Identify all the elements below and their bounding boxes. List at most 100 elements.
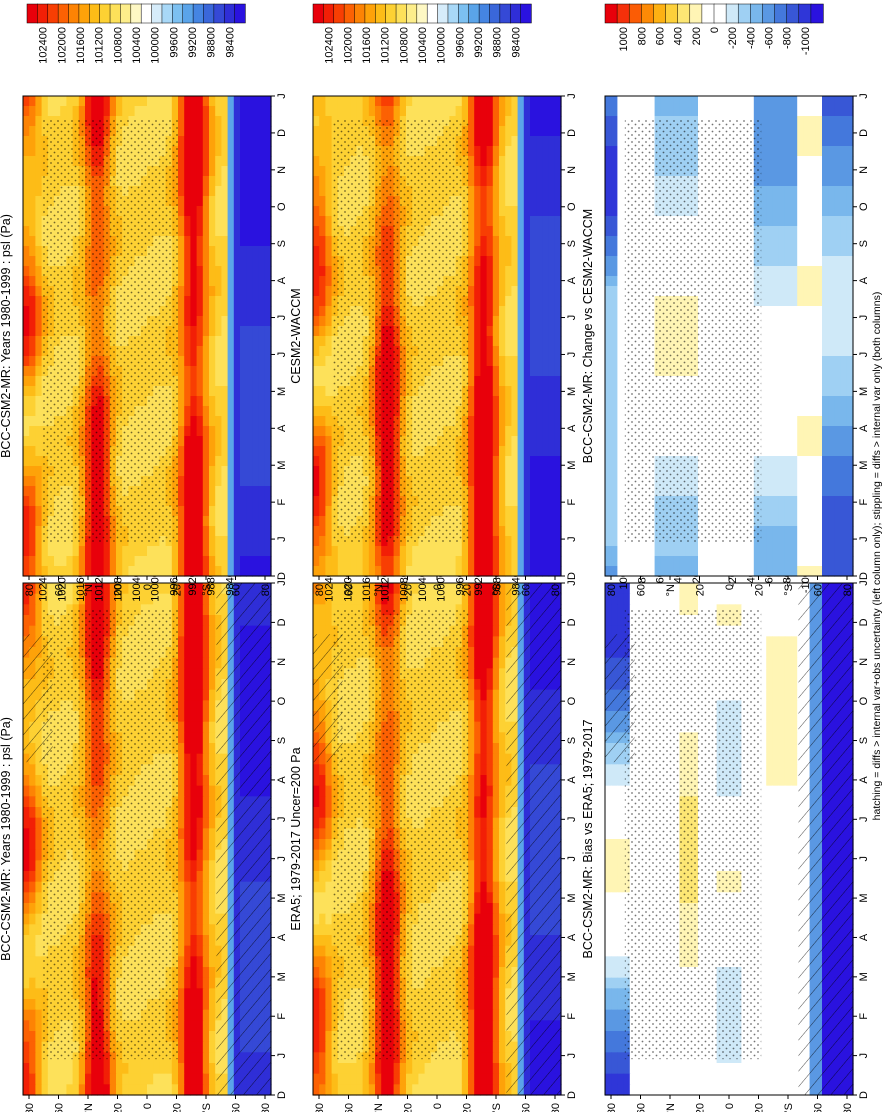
heatmap-cell xyxy=(313,604,320,616)
heatmap-cell xyxy=(246,166,253,177)
heatmap-cell xyxy=(264,446,272,457)
heatmap-cell xyxy=(140,1073,148,1085)
heatmap-cell xyxy=(209,556,216,567)
heatmap-cell xyxy=(171,106,179,117)
heatmap-cell xyxy=(35,1009,43,1021)
heatmap-cell xyxy=(66,1073,74,1085)
heatmap-cell xyxy=(209,246,216,257)
heatmap-cell xyxy=(190,346,198,357)
heatmap-cell xyxy=(209,753,216,765)
heatmap-cell xyxy=(233,366,241,377)
heatmap-cell xyxy=(252,136,260,147)
heatmap-cell xyxy=(29,216,36,227)
heatmap-cell xyxy=(240,176,247,187)
heatmap-cell xyxy=(190,679,198,691)
heatmap-cell xyxy=(258,126,266,137)
heatmap-cell xyxy=(178,593,185,605)
heatmap-cell xyxy=(468,604,475,616)
heatmap-cell xyxy=(215,486,222,497)
heatmap-cell xyxy=(246,506,253,517)
heatmap-cell xyxy=(233,226,241,237)
heatmap-cell xyxy=(252,526,260,537)
heatmap-cell xyxy=(29,796,36,808)
heatmap-cell xyxy=(468,657,475,669)
stippling-overlay xyxy=(42,608,180,1060)
heatmap-cell xyxy=(29,146,36,157)
y-tick-label: 80 xyxy=(260,1103,272,1112)
heatmap-cell xyxy=(209,828,216,840)
heatmap-cell xyxy=(474,711,481,723)
heatmap-cell xyxy=(23,496,30,507)
heatmap-cell xyxy=(35,446,43,457)
heatmap-cell xyxy=(202,466,210,477)
heatmap-cell xyxy=(178,700,185,712)
heatmap-cell xyxy=(190,496,198,507)
heatmap-cell xyxy=(122,583,129,595)
heatmap-cell xyxy=(35,436,43,447)
heatmap-cell xyxy=(184,336,191,347)
heatmap-cell xyxy=(196,593,204,605)
heatmap-cell xyxy=(221,146,229,157)
heatmap-cell xyxy=(35,615,43,627)
heatmap-cell xyxy=(23,106,30,117)
heatmap-cell xyxy=(319,807,326,819)
heatmap-cell xyxy=(23,860,30,872)
heatmap-cell xyxy=(264,346,272,357)
panel-p1: BCC-CSM2-MR: Years 1980-1999 : psl (Pa)8… xyxy=(0,541,288,1112)
heatmap-cell xyxy=(252,546,260,557)
colorbar-swatch xyxy=(130,3,142,24)
heatmap-cell xyxy=(202,106,210,117)
heatmap-cell xyxy=(178,516,185,527)
x-tick-label: J xyxy=(276,93,288,99)
heatmap-cell xyxy=(184,807,191,819)
heatmap-cell xyxy=(221,206,229,217)
heatmap-cell xyxy=(215,276,222,287)
heatmap-cell xyxy=(190,196,198,207)
heatmap-cell xyxy=(190,186,198,197)
heatmap-cell xyxy=(178,496,185,507)
heatmap-cell xyxy=(202,796,210,808)
heatmap-cell xyxy=(35,326,43,337)
heatmap-cell xyxy=(499,647,506,659)
heatmap-cell xyxy=(29,546,36,557)
heatmap-cell xyxy=(159,566,167,577)
heatmap-cell xyxy=(486,711,494,723)
heatmap-cell xyxy=(29,593,36,605)
heatmap-cell xyxy=(264,366,272,377)
heatmap-cell xyxy=(196,1052,204,1064)
heatmap-cell xyxy=(196,376,204,387)
heatmap-cell xyxy=(264,516,272,527)
heatmap-cell xyxy=(350,593,357,605)
heatmap-cell xyxy=(240,466,247,477)
heatmap-cell xyxy=(103,96,111,107)
heatmap-cell xyxy=(209,156,216,167)
heatmap-cell xyxy=(35,999,43,1011)
heatmap-cell xyxy=(190,486,198,497)
heatmap-cell xyxy=(165,566,173,577)
heatmap-cell xyxy=(264,256,272,267)
heatmap-cell xyxy=(227,566,235,577)
heatmap-cell xyxy=(313,625,320,637)
heatmap-cell xyxy=(480,636,488,648)
heatmap-cell xyxy=(209,466,216,477)
heatmap-cell xyxy=(140,96,148,107)
heatmap-cell xyxy=(474,604,481,616)
heatmap-cell xyxy=(29,96,36,107)
x-tick-label: J xyxy=(276,536,288,542)
heatmap-cell xyxy=(178,126,185,137)
heatmap-cell xyxy=(246,296,253,307)
heatmap-cell xyxy=(122,566,129,577)
heatmap-cell xyxy=(47,1063,55,1075)
heatmap-cell xyxy=(227,536,235,547)
hatching-overlay xyxy=(216,583,271,1095)
panel-title: BCC-CSM2-MR: Years 1980-1999 : psl (Pa) xyxy=(0,214,13,458)
heatmap-cell xyxy=(35,807,43,819)
heatmap-cell xyxy=(190,988,198,1000)
heatmap-cell xyxy=(196,486,204,497)
heatmap-cell xyxy=(184,486,191,497)
heatmap-cell xyxy=(264,196,272,207)
heatmap-cell xyxy=(486,743,494,755)
heatmap-cell xyxy=(190,266,198,277)
heatmap-cell xyxy=(184,796,191,808)
heatmap-cell xyxy=(35,977,43,989)
